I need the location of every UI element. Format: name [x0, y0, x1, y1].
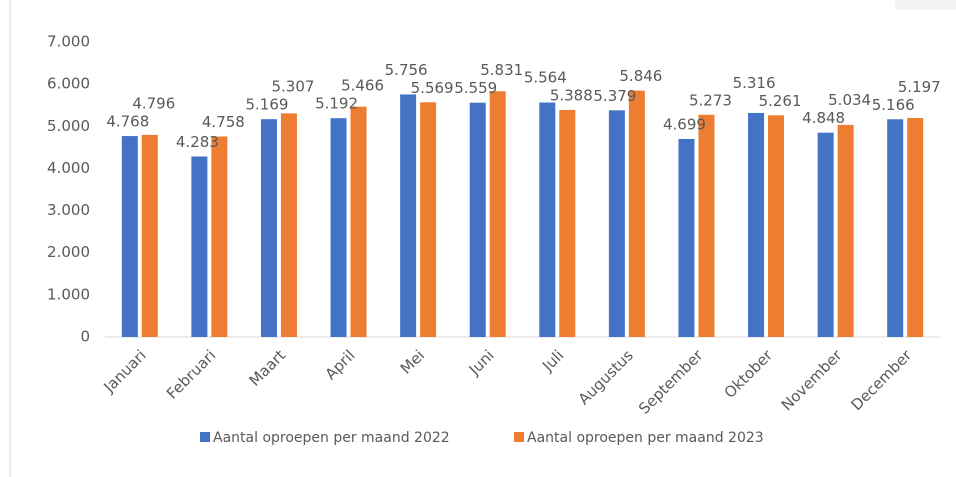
- data-label: 4.283: [176, 133, 219, 151]
- bar: [748, 112, 765, 338]
- data-label: 5.564: [524, 68, 567, 86]
- bar: [559, 109, 576, 337]
- data-label: 5.197: [898, 78, 941, 96]
- data-label: 5.846: [619, 67, 662, 85]
- legend-swatch: [200, 432, 210, 442]
- bar: [260, 119, 277, 337]
- bar: [191, 156, 208, 337]
- data-label: 5.379: [593, 87, 636, 105]
- bar: [698, 114, 715, 337]
- data-label: 5.388: [550, 86, 593, 104]
- legend-label: Aantal oproepen per maand 2022: [213, 430, 450, 446]
- data-label: 5.316: [733, 74, 776, 92]
- x-tick-label: Mei: [397, 346, 428, 377]
- bar: [539, 102, 556, 337]
- bar: [141, 134, 158, 337]
- legend-swatch: [514, 432, 524, 442]
- y-tick-label: 0: [80, 328, 90, 346]
- data-label: 5.273: [689, 91, 732, 109]
- data-label: 5.192: [315, 95, 358, 113]
- bar: [817, 132, 834, 337]
- x-tick-label: Februari: [163, 346, 219, 402]
- bar: [887, 119, 904, 337]
- data-label: 4.796: [132, 95, 175, 113]
- x-tick-label: Juli: [538, 346, 567, 375]
- bar: [420, 102, 437, 337]
- x-tick-label: Augustus: [575, 346, 637, 408]
- data-label: 5.466: [341, 77, 384, 95]
- data-label: 4.848: [802, 109, 845, 127]
- bar: [768, 115, 785, 337]
- data-label: 5.169: [245, 96, 288, 114]
- y-tick-label: 3.000: [47, 201, 90, 219]
- bar: [350, 106, 367, 337]
- bar: [489, 91, 506, 337]
- data-label: 5.569: [411, 79, 454, 97]
- data-label: 4.768: [106, 113, 149, 131]
- y-tick-label: 5.000: [47, 117, 90, 135]
- data-label: 5.756: [385, 61, 428, 79]
- data-label: 5.307: [271, 78, 314, 96]
- data-label: 5.034: [828, 91, 871, 109]
- x-tick-label: December: [847, 346, 915, 414]
- bar: [628, 90, 645, 337]
- bar: [678, 138, 695, 337]
- x-tick-label: Maart: [246, 346, 289, 389]
- bar: [211, 136, 228, 337]
- x-tick-label: April: [322, 346, 359, 383]
- bar: [280, 113, 297, 337]
- bar: [469, 102, 486, 337]
- legend-label: Aantal oproepen per maand 2023: [527, 430, 764, 446]
- data-label: 4.758: [202, 113, 245, 131]
- data-label: 5.831: [480, 61, 523, 79]
- data-label: 5.559: [454, 79, 497, 97]
- bar: [400, 94, 417, 337]
- y-tick-label: 7.000: [47, 33, 90, 51]
- x-tick-label: September: [635, 346, 707, 418]
- y-tick-label: 6.000: [47, 75, 90, 93]
- x-tick-label: Juni: [465, 346, 498, 379]
- data-label: 5.261: [759, 92, 802, 110]
- y-tick-label: 2.000: [47, 243, 90, 261]
- x-tick-label: November: [778, 346, 846, 414]
- y-tick-label: 1.000: [47, 285, 90, 303]
- corner-box: [895, 0, 956, 10]
- bar: [907, 117, 924, 337]
- x-tick-label: Januari: [99, 346, 149, 396]
- bar: [121, 136, 138, 337]
- bar: [330, 118, 347, 338]
- x-tick-label: Oktober: [721, 346, 777, 402]
- data-label: 4.699: [663, 115, 706, 133]
- bar: [608, 110, 625, 337]
- data-label: 5.166: [872, 96, 915, 114]
- bar: [837, 124, 854, 337]
- y-tick-label: 4.000: [47, 159, 90, 177]
